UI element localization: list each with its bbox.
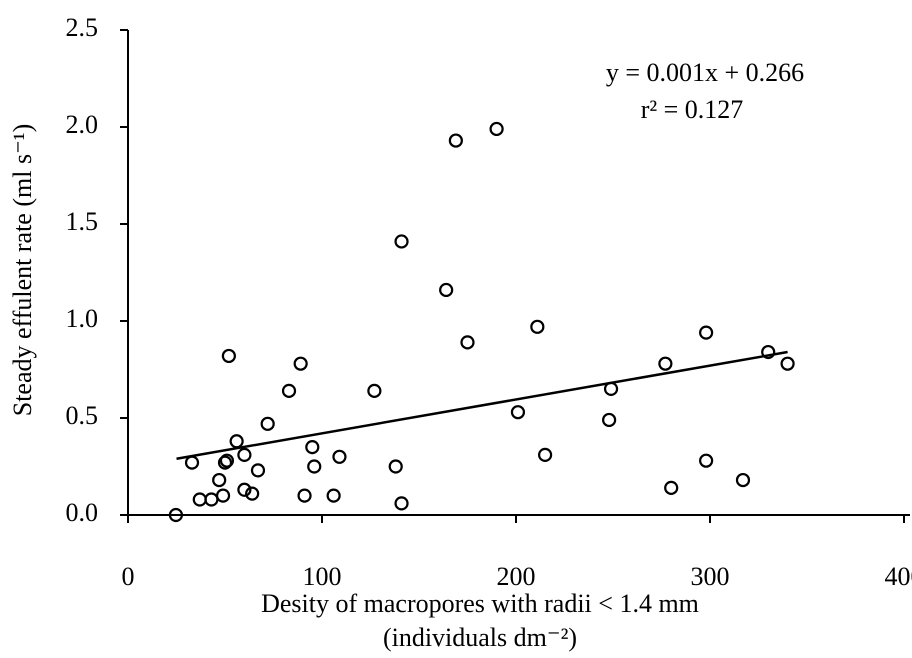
- point: [388, 459, 403, 474]
- point: [460, 335, 475, 350]
- x-tick-label: 300: [691, 562, 730, 591]
- x-axis-label: Desity of macropores with radii < 1.4 mm: [261, 589, 699, 618]
- point: [212, 472, 227, 488]
- y-tick-label: 2.5: [66, 13, 99, 42]
- point: [245, 486, 260, 501]
- point: [219, 453, 235, 468]
- point: [439, 282, 454, 298]
- point: [699, 325, 714, 340]
- point: [229, 434, 244, 449]
- point: [326, 488, 341, 503]
- point: [510, 405, 526, 420]
- point: [664, 480, 679, 495]
- point: [260, 416, 275, 431]
- point: [780, 356, 795, 371]
- annotation: r² = 0.127: [641, 95, 744, 124]
- x-tick-label: 400: [885, 562, 912, 591]
- point: [394, 496, 409, 511]
- point: [537, 447, 553, 462]
- point: [305, 440, 320, 455]
- point: [217, 455, 233, 470]
- point: [602, 412, 617, 428]
- point: [332, 449, 347, 464]
- x-tick-label: 0: [122, 562, 135, 591]
- point: [192, 492, 207, 507]
- point: [168, 507, 184, 523]
- y-tick-label: 2.0: [66, 110, 99, 139]
- point: [603, 381, 619, 396]
- point: [237, 482, 252, 497]
- x-tick-label: 200: [497, 562, 536, 591]
- x-tick-label: 100: [303, 562, 342, 591]
- point: [293, 356, 308, 371]
- point: [281, 383, 297, 398]
- y-axis-label: Steady effulent rate (ml s⁻¹): [8, 124, 37, 417]
- point: [699, 453, 714, 468]
- point: [237, 447, 252, 462]
- annotation: y = 0.001x + 0.266: [606, 58, 804, 87]
- point: [530, 319, 545, 334]
- point: [448, 133, 463, 148]
- trend-line: [176, 350, 788, 460]
- y-tick-label: 0.0: [66, 498, 99, 527]
- point: [184, 455, 200, 470]
- point: [221, 348, 236, 364]
- point: [394, 234, 409, 249]
- point: [307, 459, 322, 474]
- point: [489, 121, 504, 137]
- y-tick-label: 1.0: [66, 304, 99, 333]
- point: [250, 463, 266, 478]
- y-tick-label: 0.5: [66, 401, 99, 430]
- x-axis-label: (individuals dm⁻²): [383, 623, 577, 652]
- point: [735, 472, 751, 488]
- point: [204, 492, 219, 507]
- point: [367, 383, 382, 398]
- point: [658, 356, 673, 371]
- point: [297, 488, 312, 503]
- y-tick-label: 1.5: [66, 207, 99, 236]
- point: [215, 488, 231, 503]
- point: [761, 344, 776, 360]
